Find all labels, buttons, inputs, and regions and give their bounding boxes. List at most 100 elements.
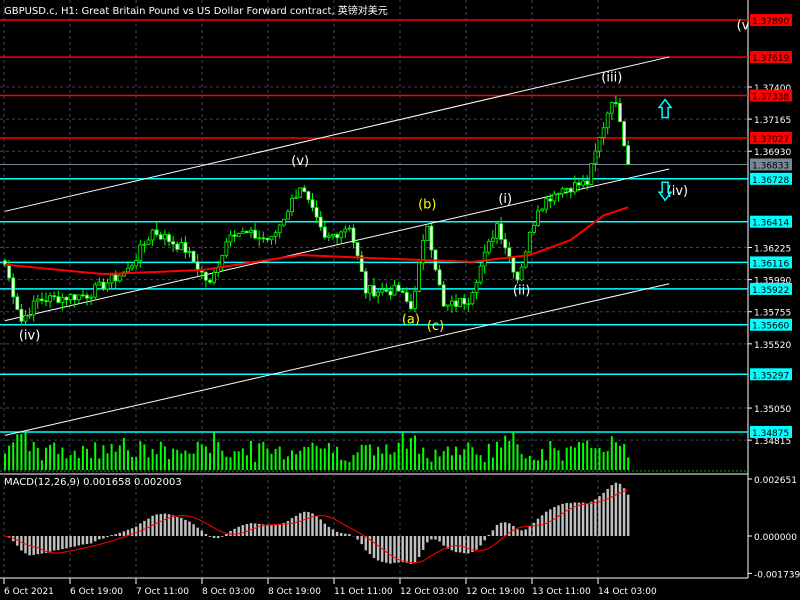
candle-body (89, 296, 93, 299)
y-tick-label: 1.37400 (754, 84, 791, 94)
candle-body (499, 223, 504, 240)
candle-body (76, 294, 81, 301)
candle-body (236, 232, 241, 237)
candle-body (11, 277, 16, 298)
candle-body (232, 234, 237, 237)
candle-body (511, 256, 516, 273)
candle-body (503, 239, 508, 249)
candle-body (142, 243, 147, 246)
candle-body (322, 226, 327, 238)
candle-body (605, 112, 610, 129)
candle-body (626, 145, 631, 165)
y-tick-label: 1.35520 (754, 341, 791, 351)
wave-label: (v) (291, 154, 309, 169)
wave-label: (ii) (513, 284, 530, 299)
candle-body (495, 223, 499, 239)
support-level-label: 1.35660 (752, 322, 789, 332)
support-level-label: 1.36414 (752, 219, 789, 229)
candle-body (462, 297, 467, 305)
candle-body (85, 294, 89, 299)
candle-body (347, 227, 352, 230)
candle-body (68, 294, 73, 301)
macd-y-tick-label: 0.000000 (754, 533, 797, 543)
candle-body (52, 295, 57, 298)
candle-body (154, 229, 159, 236)
candle-body (134, 260, 139, 267)
wave-label: (b) (418, 198, 436, 213)
resistance-level-label: 1.37890 (752, 17, 789, 27)
candle-body (326, 235, 331, 238)
candle-body (363, 271, 368, 294)
candle-body (564, 188, 569, 190)
arrow-down-icon (657, 181, 673, 202)
moving-average-line (4, 206, 629, 276)
candle-body (400, 290, 405, 293)
candle-body (187, 250, 192, 253)
y-tick-label: 1.35755 (754, 309, 791, 319)
candle-body (56, 296, 61, 303)
candle-body (413, 290, 417, 310)
wave-label: (a) (402, 312, 420, 327)
candle-body (7, 264, 11, 279)
candle-body (593, 150, 598, 164)
candle-body (622, 121, 626, 147)
candle-body (72, 294, 77, 301)
candle-body (48, 295, 52, 302)
x-tick-label: 14 Oct 03:00 (598, 587, 657, 597)
candle-body (220, 254, 225, 268)
candle-body (146, 239, 151, 245)
candle-body (437, 269, 442, 286)
macd-y-tick-label: -0.001739 (754, 570, 800, 580)
arrow-up-icon (657, 98, 673, 119)
wave-label: (c) (427, 319, 444, 334)
candle-body (482, 251, 487, 267)
candle-body (158, 234, 163, 240)
candle-body (527, 232, 532, 253)
candle-body (240, 230, 245, 234)
candle-body (466, 303, 471, 306)
candle-body (417, 262, 422, 292)
support-level-tag (750, 256, 792, 269)
candle-body (343, 228, 348, 233)
candle-body (285, 211, 290, 220)
candle-body (388, 290, 393, 296)
candle-body (150, 229, 155, 241)
candle-body (568, 188, 573, 193)
current-price-label: 1.36833 (752, 161, 789, 171)
candle-body (339, 231, 344, 239)
candle-body (105, 282, 110, 290)
candle-body (552, 193, 557, 202)
candle-body (35, 298, 40, 302)
wave-label: (iv) (19, 329, 40, 344)
candle-body (117, 275, 122, 282)
candle-body (15, 296, 20, 310)
candle-body (212, 272, 217, 283)
x-tick-label: 8 Oct 19:00 (268, 587, 321, 597)
wave-label: (iv) (667, 184, 688, 199)
candle-body (380, 289, 385, 293)
x-tick-label: 12 Oct 19:00 (466, 587, 525, 597)
resistance-level-label: 1.37619 (752, 54, 789, 64)
candle-body (40, 298, 44, 302)
candle-body (167, 234, 171, 243)
candle-body (609, 102, 614, 114)
x-tick-label: 6 Oct 19:00 (70, 587, 123, 597)
candle-body (64, 296, 69, 301)
candle-body (130, 265, 135, 269)
x-tick-label: 12 Oct 03:00 (400, 587, 459, 597)
candle-body (523, 251, 528, 268)
x-tick-label: 7 Oct 11:00 (136, 587, 189, 597)
candle-body (269, 235, 274, 241)
x-tick-label: 13 Oct 11:00 (532, 587, 591, 597)
candle-body (265, 237, 270, 241)
candle-body (126, 267, 130, 273)
candle-body (429, 225, 434, 251)
support-level-label: 1.34875 (752, 429, 789, 439)
candle-body (408, 301, 413, 310)
candle-body (515, 271, 520, 281)
support-level-tag (750, 425, 792, 438)
y-tick-label: 1.36930 (754, 148, 791, 158)
candle-body (449, 300, 454, 306)
candle-body (544, 198, 549, 210)
